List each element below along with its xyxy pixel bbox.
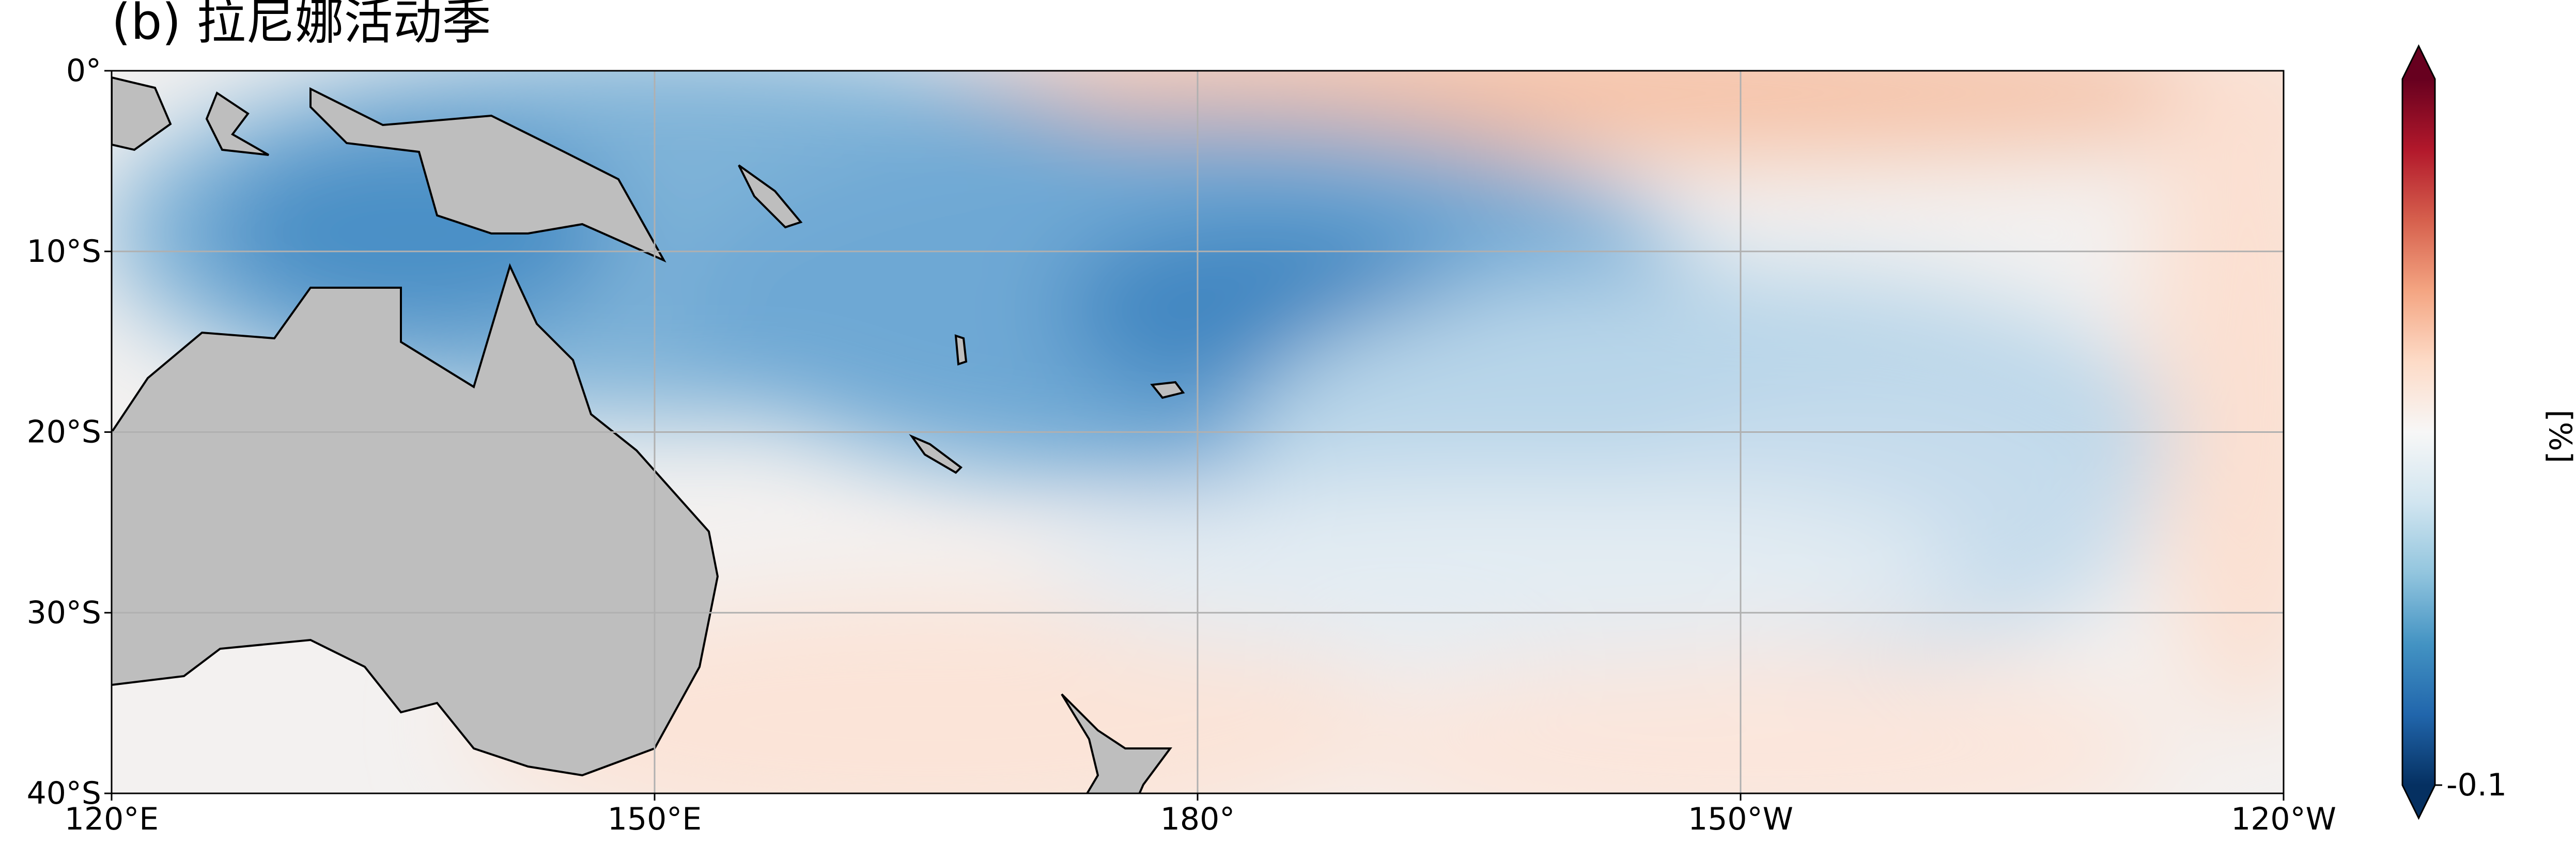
- y-tick-label: 40°S: [27, 775, 101, 811]
- colorbar-extend-bottom: [2402, 785, 2435, 818]
- colorbar-extend-top: [2402, 46, 2435, 79]
- new-caledonia: [909, 434, 963, 474]
- colorbar-label: [%]: [2542, 410, 2576, 463]
- x-tick-label: 120°E: [65, 801, 159, 837]
- solomons: [738, 164, 803, 229]
- x-tick-label: 150°W: [1688, 801, 1793, 837]
- y-tick-label: 20°S: [27, 414, 101, 450]
- y-tick-label: 0°: [66, 53, 101, 89]
- colorbar: [2402, 79, 2435, 785]
- field: [112, 71, 2284, 793]
- fiji: [1150, 381, 1185, 399]
- contour-field: [112, 71, 2284, 793]
- borneo: [112, 76, 172, 151]
- chart-title: (b) 拉尼娜活动季: [112, 0, 491, 51]
- colorbar-frame: [2401, 44, 2436, 820]
- land: [112, 76, 1185, 793]
- x-tick-label: 120°W: [2231, 801, 2336, 837]
- new-guinea: [309, 87, 666, 263]
- vanuatu: [954, 334, 968, 366]
- y-tick-label: 10°S: [27, 233, 101, 270]
- australia: [112, 263, 719, 777]
- sulawesi: [205, 91, 269, 156]
- x-tick-label: 180°: [1160, 801, 1235, 837]
- y-tick-label: 30°S: [27, 595, 101, 631]
- new-zealand: [1061, 693, 1172, 793]
- x-tick-label: 150°E: [608, 801, 702, 837]
- colorbar-tick-label: -0.1: [2446, 767, 2507, 803]
